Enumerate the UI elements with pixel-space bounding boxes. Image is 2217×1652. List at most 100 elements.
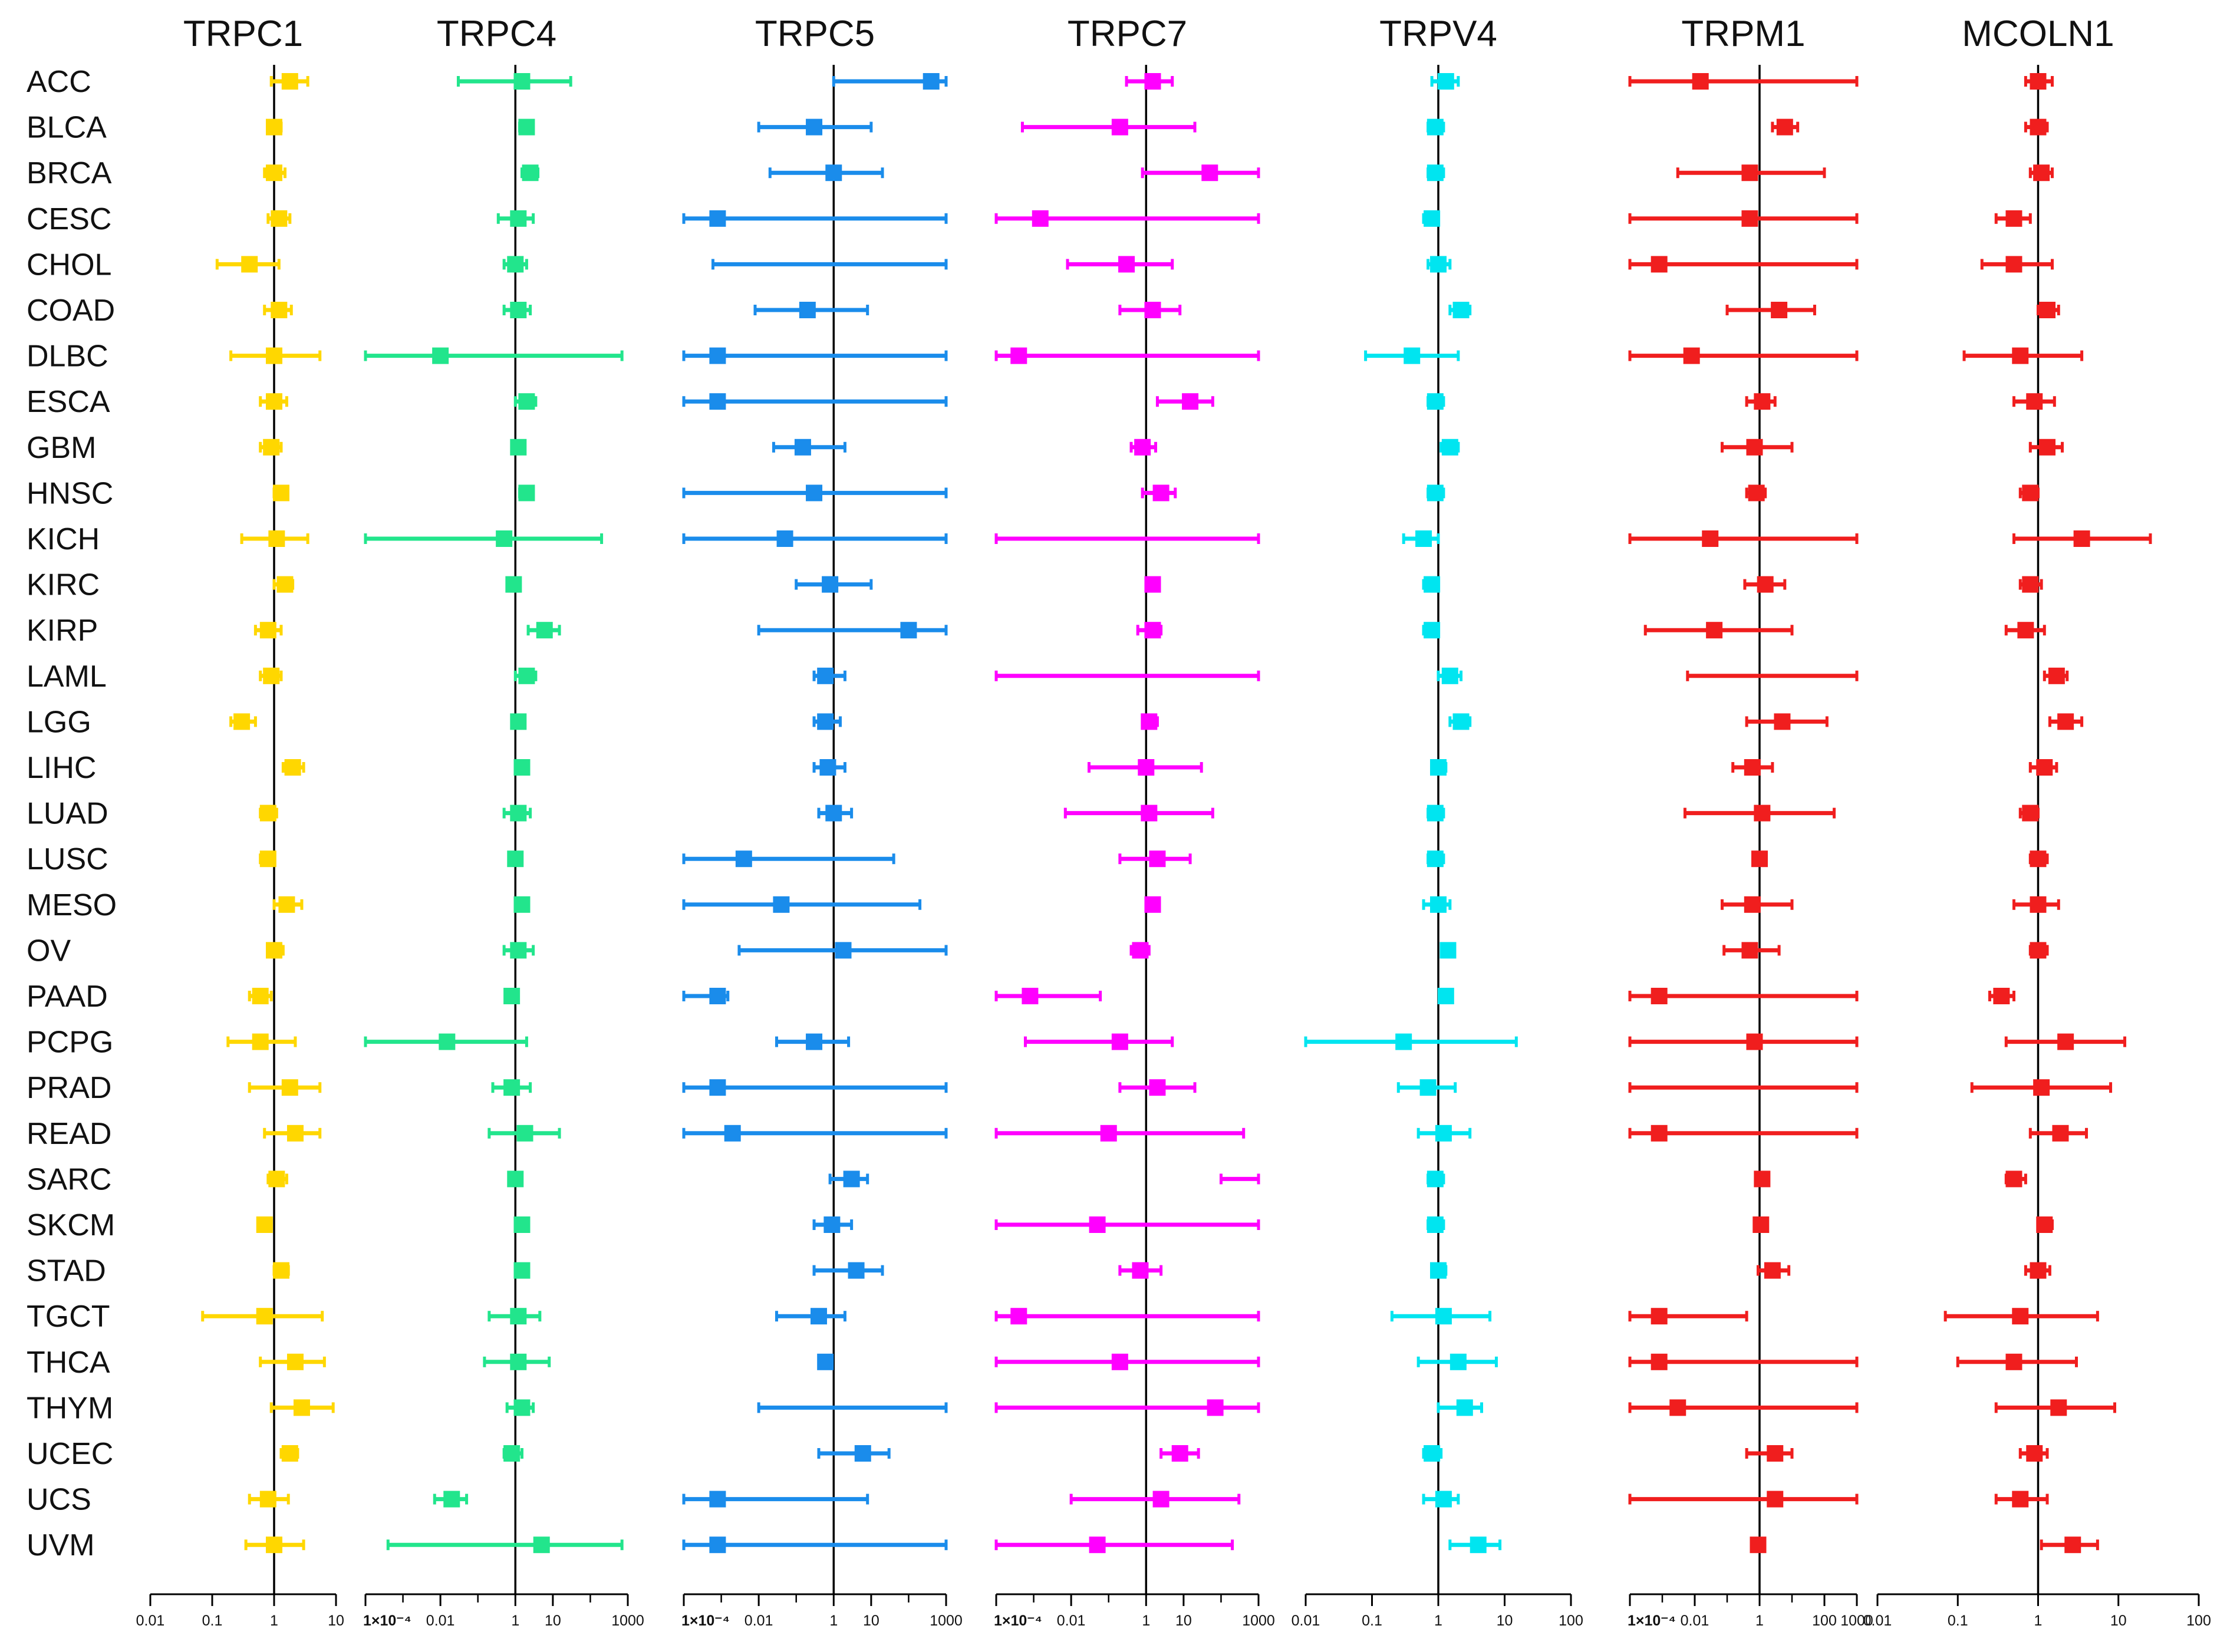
- hr-marker-trpv4-esca: [1427, 393, 1444, 410]
- hr-marker-trpv4-blca: [1427, 118, 1444, 136]
- hr-marker-trpc7-kirp: [1144, 622, 1161, 639]
- hr-marker-mcoln1-coad: [2039, 302, 2056, 318]
- hr-marker-trpc1-acc: [281, 73, 298, 90]
- hr-marker-trpc1-uvm: [266, 1536, 282, 1554]
- cancer-label-lihc: LIHC: [27, 751, 96, 785]
- hr-marker-trpv4-lihc: [1430, 759, 1447, 776]
- hr-marker-mcoln1-lusc: [2030, 850, 2047, 868]
- hr-marker-trpm1-dlbc: [1683, 347, 1700, 364]
- hr-marker-trpv4-hnsc: [1427, 484, 1444, 502]
- x-tick-label-trpm1: 0.01: [1681, 1613, 1709, 1629]
- hr-marker-trpc4-ucec: [503, 1445, 521, 1462]
- x-tick-label-trpm1: 1000: [1840, 1613, 1873, 1629]
- cancer-label-skcm: SKCM: [27, 1208, 115, 1242]
- hr-marker-trpc1-meso: [278, 896, 295, 913]
- hr-marker-trpv4-gbm: [1441, 438, 1458, 456]
- x-tick-label-trpc4: 1000: [611, 1613, 644, 1629]
- hr-marker-trpc4-kich: [496, 530, 513, 547]
- hr-marker-trpc4-thym: [513, 1399, 531, 1416]
- hr-marker-mcoln1-blca: [2030, 118, 2047, 136]
- cancer-label-read: READ: [27, 1117, 111, 1151]
- hr-marker-trpc1-hnsc: [272, 484, 289, 502]
- hr-marker-trpc4-paad: [503, 988, 521, 1004]
- hr-marker-trpm1-sarc: [1754, 1170, 1771, 1188]
- cancer-label-prad: PRAD: [27, 1071, 111, 1105]
- hr-marker-trpc5-lihc: [819, 759, 836, 776]
- hr-marker-trpc1-ucs: [259, 1491, 276, 1508]
- cancer-label-ucec: UCEC: [27, 1437, 113, 1471]
- hr-marker-trpm1-tgct: [1651, 1308, 1668, 1325]
- hr-marker-trpc5-kirc: [822, 576, 839, 593]
- hr-marker-trpc7-lgg: [1141, 713, 1158, 730]
- hr-marker-trpv4-luad: [1427, 804, 1444, 822]
- cancer-label-dlbc: DLBC: [27, 339, 108, 374]
- cancer-label-kirc: KIRC: [27, 568, 100, 602]
- x-tick-label-trpm1: 1: [1755, 1613, 1764, 1629]
- hr-marker-trpc7-uvm: [1089, 1536, 1106, 1554]
- hr-marker-trpv4-brca: [1427, 164, 1444, 182]
- hr-marker-trpc1-pcpg: [252, 1033, 269, 1050]
- hr-marker-trpc4-brca: [522, 164, 539, 182]
- x-tick-label-trpm1: 1×10⁻⁴: [1628, 1613, 1676, 1629]
- hr-marker-trpv4-prad: [1419, 1079, 1437, 1096]
- hr-marker-trpc4-kirc: [505, 576, 522, 593]
- hr-marker-trpv4-chol: [1430, 256, 1447, 273]
- hr-marker-trpc5-acc: [923, 73, 940, 90]
- hr-marker-trpc5-ov: [835, 942, 852, 959]
- hr-marker-trpc4-tgct: [510, 1308, 527, 1325]
- hr-marker-trpc7-ov: [1132, 942, 1149, 959]
- hr-marker-trpc4-thca: [510, 1353, 527, 1370]
- x-tick-label-trpc5: 0.01: [745, 1613, 773, 1629]
- hr-marker-trpc1-ucec: [281, 1445, 298, 1462]
- hr-marker-mcoln1-pcpg: [2057, 1033, 2074, 1050]
- cancer-label-chol: CHOL: [27, 248, 111, 282]
- hr-marker-trpm1-pcpg: [1746, 1033, 1763, 1050]
- hr-marker-trpc7-paad: [1022, 988, 1039, 1004]
- cancer-label-cesc: CESC: [27, 202, 111, 236]
- x-tick-label-trpc7: 10: [1175, 1613, 1192, 1629]
- hr-marker-mcoln1-uvm: [2064, 1536, 2081, 1554]
- cancer-label-stad: STAD: [27, 1254, 106, 1288]
- panel-title-trpm1: TRPM1: [1681, 14, 1805, 54]
- hr-marker-trpc4-lgg: [510, 713, 527, 730]
- panel-trpm1: TRPM1 1×10⁻⁴ 0.01 1 100 1000: [1628, 14, 1873, 1629]
- x-tick-label-trpc7: 1: [1142, 1613, 1150, 1629]
- hr-marker-trpm1-cesc: [1741, 210, 1758, 227]
- cancer-label-gbm: GBM: [27, 431, 96, 465]
- hr-marker-trpc7-blca: [1111, 118, 1128, 136]
- x-tick-label-mcoln1: 1: [2034, 1613, 2043, 1629]
- hr-marker-mcoln1-hnsc: [2022, 484, 2039, 502]
- x-tick-label-trpc1: 0.01: [136, 1613, 165, 1629]
- cancer-label-luad: LUAD: [27, 797, 108, 831]
- hr-marker-trpc4-prad: [503, 1079, 521, 1096]
- hr-marker-trpc7-gbm: [1134, 438, 1151, 456]
- hr-marker-mcoln1-lihc: [2036, 759, 2053, 776]
- hr-marker-trpc5-stad: [848, 1262, 865, 1279]
- hr-marker-trpc7-ucec: [1171, 1445, 1188, 1462]
- hr-marker-trpv4-lusc: [1427, 850, 1444, 868]
- hr-marker-trpc7-lusc: [1149, 850, 1166, 868]
- hr-marker-trpv4-kirp: [1424, 622, 1441, 639]
- hr-marker-trpc4-skcm: [513, 1216, 531, 1233]
- hr-marker-trpv4-kirc: [1424, 576, 1441, 593]
- hr-marker-trpm1-meso: [1744, 896, 1761, 913]
- hr-marker-trpc7-kirc: [1144, 576, 1161, 593]
- x-tick-label-trpv4: 100: [1559, 1613, 1583, 1629]
- cancer-label-ov: OV: [27, 934, 71, 968]
- x-tick-label-trpv4: 0.1: [1362, 1613, 1382, 1629]
- x-tick-label-trpc7: 1×10⁻⁴: [994, 1613, 1042, 1629]
- x-tick-label-trpm1: 100: [1812, 1613, 1837, 1629]
- hr-marker-trpv4-coad: [1452, 302, 1470, 318]
- hr-marker-trpm1-ucec: [1767, 1445, 1784, 1462]
- hr-marker-trpv4-read: [1435, 1125, 1452, 1142]
- cancer-label-meso: MESO: [27, 888, 117, 922]
- hr-marker-trpc7-thym: [1207, 1399, 1224, 1416]
- hr-marker-trpm1-thym: [1669, 1399, 1686, 1416]
- cancer-label-laml: LAML: [27, 660, 107, 694]
- hr-marker-trpc1-kirc: [276, 576, 294, 593]
- hr-marker-trpc7-pcpg: [1111, 1033, 1128, 1050]
- hr-marker-trpc1-thca: [286, 1353, 304, 1370]
- hr-marker-mcoln1-laml: [2048, 667, 2065, 684]
- hr-marker-trpv4-laml: [1441, 667, 1458, 684]
- x-tick-label-trpc1: 1: [270, 1613, 278, 1629]
